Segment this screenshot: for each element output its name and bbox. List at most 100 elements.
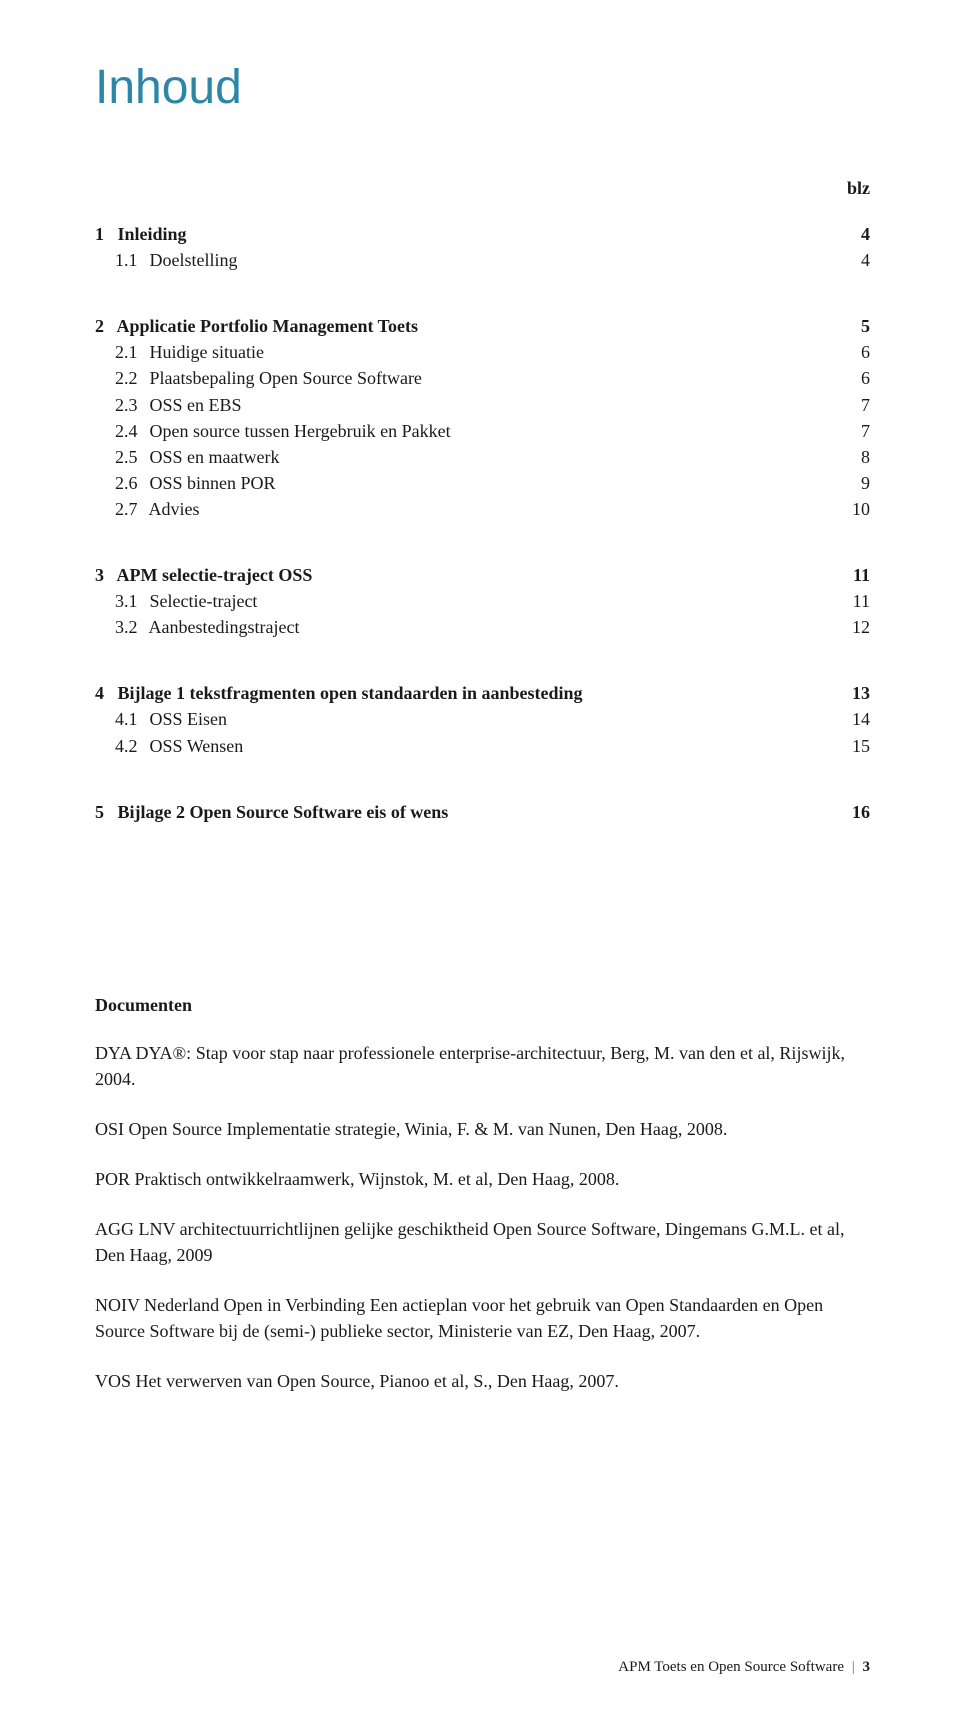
toc-text: OSS en maatwerk	[145, 447, 279, 467]
toc-label: 3.1 Selectie-traject	[95, 588, 830, 614]
toc-text: Aanbestedingstraject	[145, 617, 299, 637]
toc-section-row: 3 APM selectie-traject OSS11	[95, 562, 870, 588]
toc-text: OSS Wensen	[145, 736, 243, 756]
toc-page-number: 13	[830, 680, 870, 706]
toc-number: 2	[95, 313, 113, 339]
document-entry: VOS Het verwerven van Open Source, Piano…	[95, 1368, 870, 1394]
toc-number: 2.1	[115, 339, 145, 365]
toc-text: Plaatsbepaling Open Source Software	[145, 368, 422, 388]
toc-label: 2 Applicatie Portfolio Management Toets	[95, 313, 830, 339]
footer-page-number: 3	[863, 1659, 871, 1675]
toc-text: OSS binnen POR	[145, 473, 276, 493]
toc-item-row: 3.2 Aanbestedingstraject12	[95, 614, 870, 640]
toc-label: 2.3 OSS en EBS	[95, 392, 830, 418]
toc-text: Inleiding	[113, 224, 187, 244]
document-page: Inhoud blz 1 Inleiding41.1 Doelstelling4…	[0, 0, 960, 1714]
toc-page-number: 6	[830, 365, 870, 391]
toc-number: 4	[95, 680, 113, 706]
toc-item-row: 2.7 Advies10	[95, 496, 870, 522]
toc-text: OSS Eisen	[145, 709, 227, 729]
toc-spacer	[95, 640, 870, 660]
toc-page-number: 7	[830, 418, 870, 444]
toc-number: 1	[95, 221, 113, 247]
table-of-contents: blz 1 Inleiding41.1 Doelstelling42 Appli…	[95, 175, 870, 825]
toc-body: 1 Inleiding41.1 Doelstelling42 Applicati…	[95, 221, 870, 825]
toc-header-row: blz	[95, 175, 870, 201]
page-title: Inhoud	[95, 60, 870, 115]
documents-list: DYA DYA®: Stap voor stap naar profession…	[95, 1040, 870, 1395]
toc-text: Open source tussen Hergebruik en Pakket	[145, 421, 451, 441]
toc-text: Doelstelling	[145, 250, 238, 270]
toc-number: 5	[95, 799, 113, 825]
toc-header-page-label: blz	[830, 175, 870, 201]
toc-label: 2.2 Plaatsbepaling Open Source Software	[95, 365, 830, 391]
toc-number: 3.1	[115, 588, 145, 614]
toc-number: 2.7	[115, 496, 145, 522]
toc-label: 4 Bijlage 1 tekstfragmenten open standaa…	[95, 680, 830, 706]
toc-text: Applicatie Portfolio Management Toets	[113, 316, 418, 336]
toc-page-number: 15	[830, 733, 870, 759]
toc-page-number: 10	[830, 496, 870, 522]
toc-text: Bijlage 1 tekstfragmenten open standaard…	[113, 683, 583, 703]
toc-section-row: 1 Inleiding4	[95, 221, 870, 247]
toc-spacer	[95, 273, 870, 293]
documents-heading: Documenten	[95, 995, 870, 1016]
toc-number: 4.2	[115, 733, 145, 759]
toc-label: 5 Bijlage 2 Open Source Software eis of …	[95, 799, 830, 825]
toc-spacer	[95, 759, 870, 779]
toc-item-row: 2.1 Huidige situatie 6	[95, 339, 870, 365]
toc-text: Huidige situatie	[145, 342, 264, 362]
toc-page-number: 8	[830, 444, 870, 470]
toc-number: 3.2	[115, 614, 145, 640]
toc-item-row: 2.4 Open source tussen Hergebruik en Pak…	[95, 418, 870, 444]
toc-label: 1.1 Doelstelling	[95, 247, 830, 273]
toc-page-number: 7	[830, 392, 870, 418]
toc-item-row: 3.1 Selectie-traject11	[95, 588, 870, 614]
toc-item-row: 2.3 OSS en EBS7	[95, 392, 870, 418]
toc-page-number: 6	[830, 339, 870, 365]
document-entry: POR Praktisch ontwikkelraamwerk, Wijnsto…	[95, 1166, 870, 1192]
toc-page-number: 4	[830, 221, 870, 247]
toc-page-number: 16	[830, 799, 870, 825]
toc-text: Advies	[145, 499, 200, 519]
toc-number: 1.1	[115, 247, 145, 273]
document-entry: NOIV Nederland Open in Verbinding Een ac…	[95, 1292, 870, 1344]
footer-text: APM Toets en Open Source Software	[618, 1659, 844, 1675]
toc-label: 2.4 Open source tussen Hergebruik en Pak…	[95, 418, 830, 444]
toc-text: APM selectie-traject OSS	[113, 565, 312, 585]
toc-section-row: 4 Bijlage 1 tekstfragmenten open standaa…	[95, 680, 870, 706]
toc-label: 1 Inleiding	[95, 221, 830, 247]
toc-page-number: 9	[830, 470, 870, 496]
toc-label: 3 APM selectie-traject OSS	[95, 562, 830, 588]
footer-separator: |	[852, 1659, 855, 1675]
toc-item-row: 2.5 OSS en maatwerk8	[95, 444, 870, 470]
toc-page-number: 11	[830, 588, 870, 614]
toc-number: 2.4	[115, 418, 145, 444]
toc-item-row: 1.1 Doelstelling4	[95, 247, 870, 273]
page-footer: APM Toets en Open Source Software | 3	[618, 1659, 870, 1676]
toc-label: 3.2 Aanbestedingstraject	[95, 614, 830, 640]
toc-item-row: 2.2 Plaatsbepaling Open Source Software6	[95, 365, 870, 391]
toc-number: 2.5	[115, 444, 145, 470]
toc-label: 4.1 OSS Eisen	[95, 706, 830, 732]
toc-spacer	[95, 522, 870, 542]
toc-text: Selectie-traject	[145, 591, 257, 611]
toc-label: 2.7 Advies	[95, 496, 830, 522]
document-entry: AGG LNV architectuurrichtlijnen gelijke …	[95, 1216, 870, 1268]
toc-label: 4.2 OSS Wensen	[95, 733, 830, 759]
toc-number: 3	[95, 562, 113, 588]
toc-number: 2.6	[115, 470, 145, 496]
toc-number: 2.3	[115, 392, 145, 418]
toc-page-number: 5	[830, 313, 870, 339]
toc-page-number: 14	[830, 706, 870, 732]
toc-page-number: 4	[830, 247, 870, 273]
toc-label: 2.5 OSS en maatwerk	[95, 444, 830, 470]
toc-label: 2.6 OSS binnen POR	[95, 470, 830, 496]
toc-section-row: 5 Bijlage 2 Open Source Software eis of …	[95, 799, 870, 825]
document-entry: OSI Open Source Implementatie strategie,…	[95, 1116, 870, 1142]
toc-item-row: 4.1 OSS Eisen14	[95, 706, 870, 732]
toc-page-number: 12	[830, 614, 870, 640]
toc-item-row: 4.2 OSS Wensen15	[95, 733, 870, 759]
toc-item-row: 2.6 OSS binnen POR9	[95, 470, 870, 496]
toc-section-row: 2 Applicatie Portfolio Management Toets5	[95, 313, 870, 339]
